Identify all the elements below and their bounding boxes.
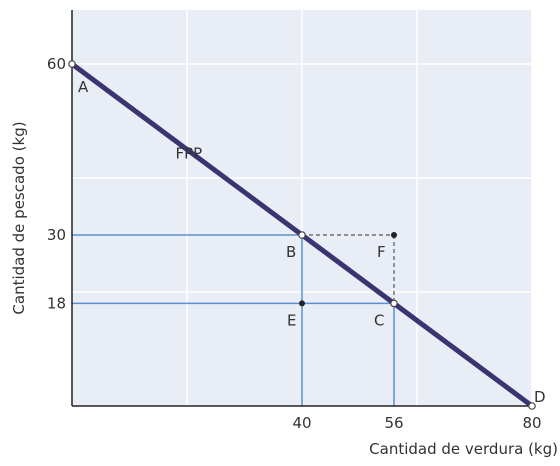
point-labels: A B C D E F xyxy=(78,78,546,406)
y-tick-label-30: 30 xyxy=(47,226,66,244)
guide-lines xyxy=(72,234,395,406)
point-a xyxy=(68,60,76,68)
point-label-f: F xyxy=(377,243,386,261)
series-label-fpp: FPP xyxy=(176,145,203,163)
points xyxy=(68,60,536,410)
y-tick-labels: 60 30 18 xyxy=(47,55,66,312)
point-label-d: D xyxy=(534,388,546,406)
point-label-b: B xyxy=(286,243,296,261)
x-tick-label-56: 56 xyxy=(384,414,403,432)
x-tick-label-40: 40 xyxy=(292,414,311,432)
x-axis-label: Cantidad de verdura (kg) xyxy=(369,440,558,458)
point-d xyxy=(528,402,536,410)
point-e xyxy=(299,300,305,307)
point-c xyxy=(390,299,398,308)
point-label-c: C xyxy=(374,311,384,329)
y-tick-label-60: 60 xyxy=(47,55,66,73)
y-tick-label-18: 18 xyxy=(47,294,66,312)
point-label-a: A xyxy=(78,78,89,96)
point-f xyxy=(391,232,397,238)
x-tick-label-80: 80 xyxy=(522,414,541,432)
grid xyxy=(72,10,533,406)
point-b xyxy=(298,231,306,239)
axes xyxy=(71,10,532,407)
y-axis-label: Cantidad de pescado (kg) xyxy=(10,121,28,314)
x-tick-labels: 40 56 80 xyxy=(292,414,541,432)
point-label-e: E xyxy=(287,311,296,329)
